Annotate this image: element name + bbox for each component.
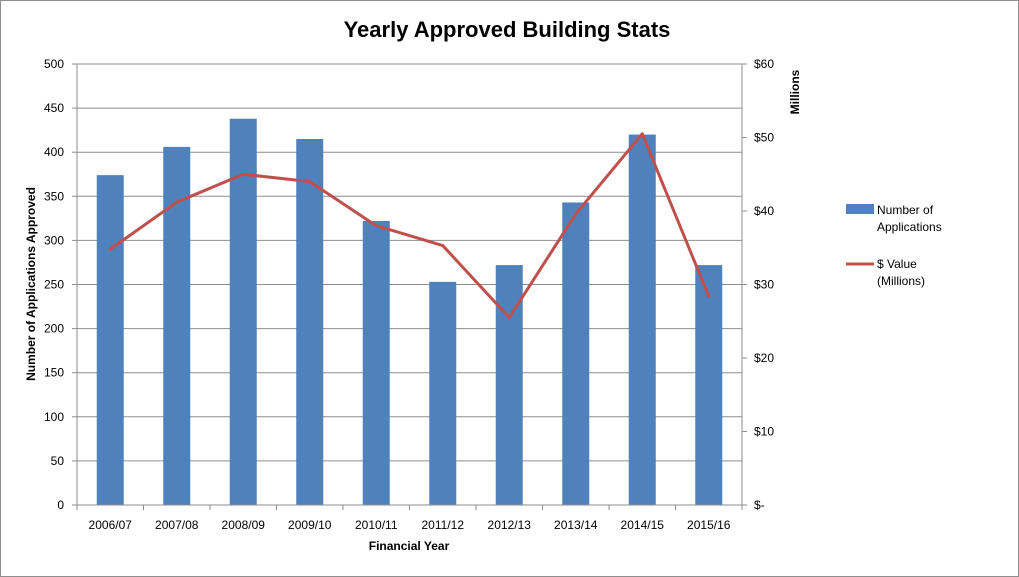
line-point — [707, 294, 711, 298]
x-tick-label: 2013/14 — [554, 518, 598, 532]
legend-swatch-bar — [846, 204, 874, 214]
line-point — [175, 200, 179, 204]
left-tick-label: 500 — [44, 57, 64, 71]
bar — [96, 175, 124, 505]
bar — [229, 118, 257, 506]
value-line — [109, 132, 711, 320]
right-tick-label: $40 — [754, 204, 774, 218]
right-tick-label: $20 — [754, 351, 774, 365]
line-point — [374, 224, 378, 228]
legend-entry-applications: Number of Applications — [877, 203, 942, 234]
bar-series — [96, 118, 723, 506]
left-tick-label: 200 — [44, 322, 64, 336]
y2-axis-title: Millions — [788, 69, 802, 114]
bar — [429, 281, 457, 505]
line-point — [441, 244, 445, 248]
x-tick-label: 2006/07 — [89, 518, 133, 532]
x-tick-label: 2008/09 — [222, 518, 266, 532]
left-tick-label: 450 — [44, 101, 64, 115]
left-tick-label: 300 — [44, 233, 64, 247]
x-tick-label: 2007/08 — [155, 518, 199, 532]
bar — [362, 220, 390, 505]
right-tick-label: $- — [754, 498, 765, 512]
legend: Number of Applications $ Value (Millions) — [846, 203, 942, 288]
x-tick-label: 2012/13 — [488, 518, 532, 532]
line-point — [241, 172, 245, 176]
y-axis-title: Number of Applications Approved — [24, 187, 38, 381]
right-tick-label: $10 — [754, 425, 774, 439]
line-point — [507, 316, 511, 320]
left-tick-label: 50 — [51, 454, 65, 468]
bar — [562, 202, 590, 505]
x-tick-label: 2011/12 — [422, 518, 465, 532]
legend-entry-value: $ Value (Millions) — [877, 257, 925, 288]
x-axis-title: Financial Year — [369, 539, 450, 553]
bar — [163, 146, 191, 505]
left-tick-label: 100 — [44, 410, 64, 424]
bar — [628, 134, 656, 505]
right-tick-label: $30 — [754, 278, 774, 292]
left-tick-label: 250 — [44, 278, 64, 292]
right-tick-label: $50 — [754, 131, 774, 145]
chart-title: Yearly Approved Building Stats — [344, 17, 671, 42]
left-tick-label: 400 — [44, 145, 64, 159]
x-tick-label: 2010/11 — [355, 518, 398, 532]
bar — [296, 138, 324, 505]
line-series — [108, 132, 711, 320]
left-axis-ticks: 0 50 100 150 200 250 300 350 400 450 500 — [44, 57, 77, 512]
line-point — [640, 132, 644, 136]
x-axis-ticks: 2006/07 2007/08 2008/09 2009/10 2010/11 2011/… — [76, 505, 743, 532]
right-tick-label: $60 — [754, 57, 774, 71]
x-tick-label: 2009/10 — [288, 518, 332, 532]
x-tick-label: 2015/16 — [687, 518, 731, 532]
right-axis-ticks: $- $10 $20 $30 $40 $50 $60 — [742, 57, 774, 512]
left-tick-label: 0 — [57, 498, 64, 512]
line-point — [108, 247, 112, 251]
line-point — [574, 212, 578, 216]
left-tick-label: 150 — [44, 366, 64, 380]
x-tick-label: 2014/15 — [621, 518, 665, 532]
line-point — [308, 180, 312, 184]
left-tick-label: 350 — [44, 189, 64, 203]
bar — [695, 265, 723, 505]
